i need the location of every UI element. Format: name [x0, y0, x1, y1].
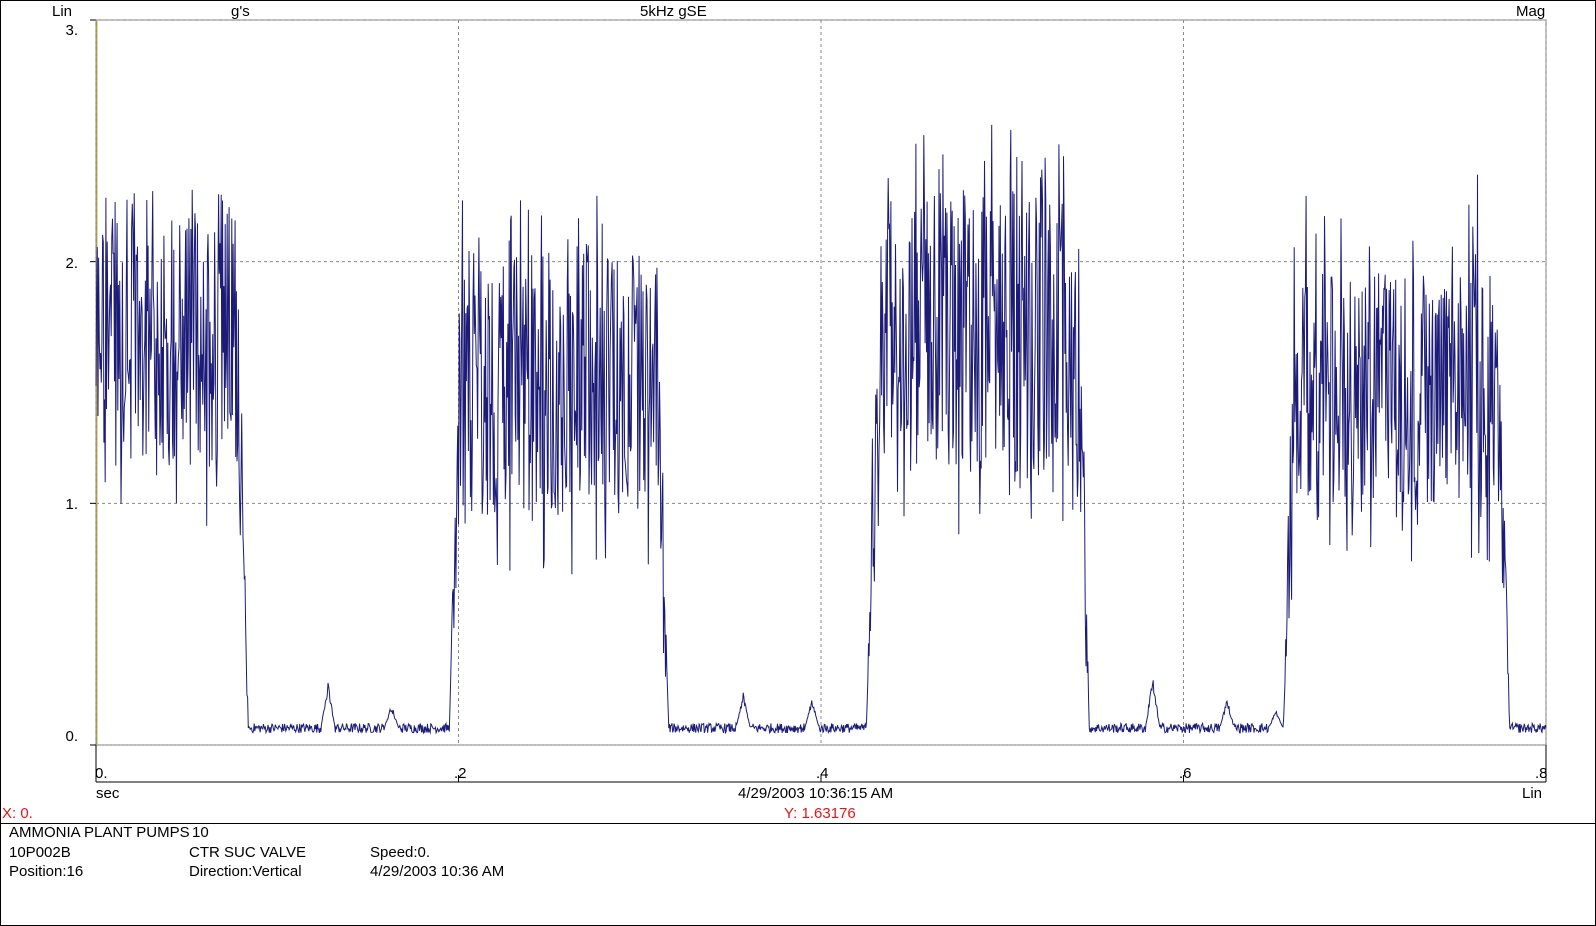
x-tick-label: .6: [1179, 765, 1192, 782]
measurement-position: Position:16: [9, 863, 84, 880]
measurement-location: CTR SUC VALVE: [189, 844, 306, 861]
measurement-timestamp: 4/29/2003 10:36:15 AM: [738, 785, 894, 802]
x-tick-label: .4: [816, 765, 829, 782]
cursor-y-readout: Y: 1.63176: [784, 805, 856, 822]
display-mode-label: Mag: [1516, 3, 1546, 20]
y-tick-label: 2.: [65, 255, 78, 272]
info-separator: [0, 823, 1596, 824]
measurement-direction: Direction:Vertical: [189, 863, 302, 880]
y-tick-label: 1.: [65, 496, 78, 513]
machine-id: 10P002B: [9, 844, 71, 861]
plant-name: AMMONIA PLANT PUMPS: [9, 824, 190, 841]
x-tick-label: 0.: [95, 765, 108, 782]
y-tick-label: 3.: [65, 22, 78, 39]
machine-speed: Speed:0.: [370, 844, 431, 861]
y-tick-label: 0.: [65, 728, 78, 745]
chart-title: 5kHz gSE: [640, 3, 707, 20]
x-scale-label: Lin: [1522, 785, 1543, 802]
x-tick-label: .8: [1535, 765, 1548, 782]
waveform-series-line: [95, 124, 1547, 735]
y-scale-label: Lin: [52, 3, 73, 20]
y-units-label: g's: [231, 3, 250, 20]
measurement-date: 4/29/2003 10:36 AM: [370, 863, 505, 880]
x-units-label: sec: [96, 785, 120, 802]
cursor-x-readout: X: 0.: [2, 805, 33, 822]
plant-name-suffix: 10: [192, 824, 209, 841]
x-tick-label: .2: [454, 765, 467, 782]
